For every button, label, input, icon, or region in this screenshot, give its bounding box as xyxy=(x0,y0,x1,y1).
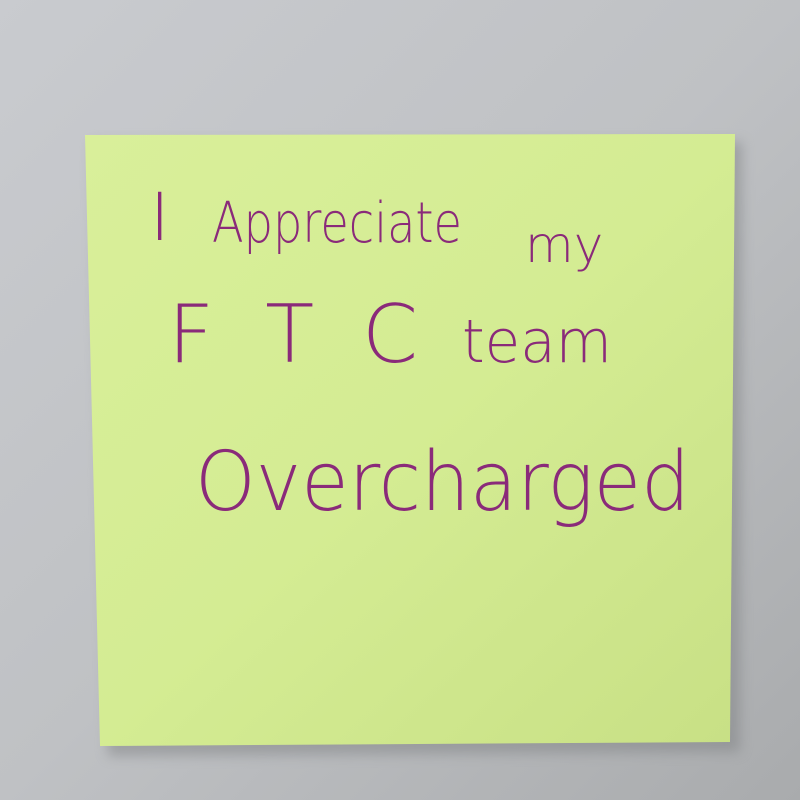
word: I xyxy=(150,179,169,256)
word: Overcharged xyxy=(195,435,690,530)
word: team xyxy=(462,307,612,377)
sticky-note xyxy=(85,134,735,746)
word: FTC xyxy=(168,288,418,381)
handwriting: I Appreciate my FTC team Overcharged xyxy=(150,179,690,530)
word: my xyxy=(525,216,603,274)
word: Appreciate xyxy=(212,191,462,256)
